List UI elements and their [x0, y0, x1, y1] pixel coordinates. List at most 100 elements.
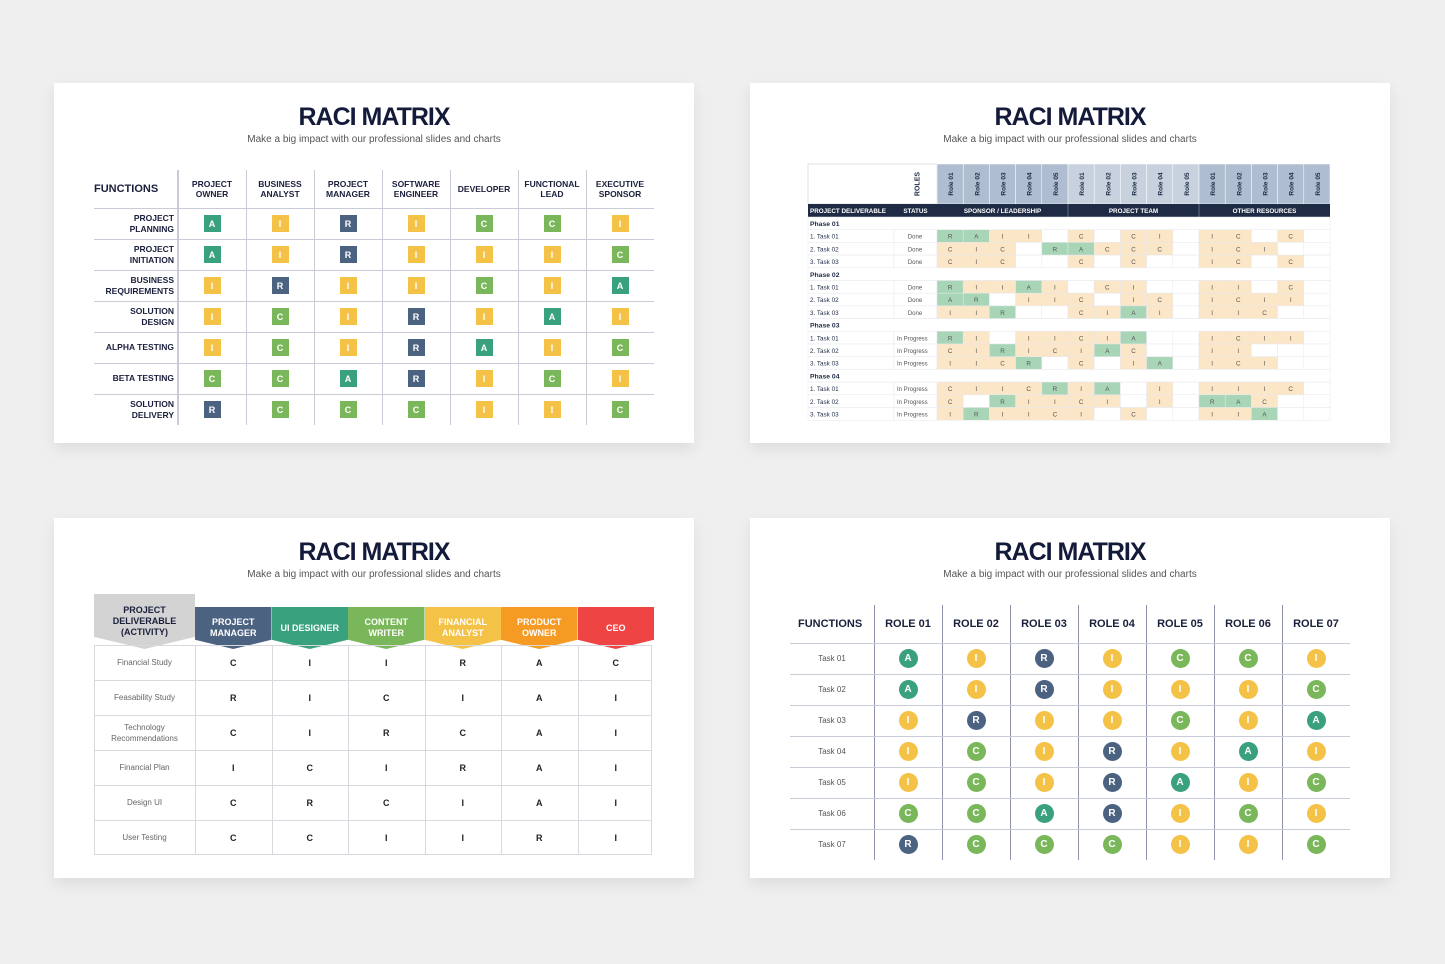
function-name: PROJECT INITIATION [129, 243, 174, 265]
raci-value: A [1236, 399, 1241, 406]
raci-value: C [1157, 246, 1162, 253]
raci-value: C [1236, 297, 1241, 304]
slide-raci-deliverable-matrix[interactable]: RACI MATRIX Make a big impact with our p… [54, 518, 694, 878]
raci-cell [1041, 254, 1069, 269]
task-name: 3. Task 03 [810, 412, 839, 419]
raci-square: I [203, 339, 221, 356]
raci-square: I [203, 277, 221, 294]
raci-cell [1251, 343, 1278, 357]
raci-value: I [1211, 285, 1213, 292]
raci-cell [1172, 280, 1200, 294]
phase-name: Phase 02 [810, 272, 840, 279]
raci-value: I [614, 692, 617, 703]
deliverable-name: User Testing [122, 833, 167, 842]
raci-circle: A [1170, 773, 1190, 792]
raci-cell [1251, 280, 1278, 294]
role-header-cell [1277, 163, 1305, 205]
raci-value: I [1002, 412, 1004, 419]
raci-value: C [306, 762, 314, 773]
raci-value: C [1236, 335, 1241, 342]
column-header: CEO [577, 607, 654, 649]
task-name: Task 06 [818, 809, 846, 818]
raci-circle: A [1238, 742, 1258, 761]
raci-cell [1277, 394, 1305, 408]
row-divider [94, 680, 652, 681]
slide-raci-square-matrix[interactable]: RACI MATRIX Make a big impact with our p… [54, 83, 694, 443]
raci-value: C [948, 259, 953, 266]
raci-value: I [1264, 297, 1266, 304]
raci-circle: C [1170, 711, 1190, 730]
raci-value: C [1079, 234, 1084, 241]
raci-square: C [475, 215, 493, 232]
raci-square: I [543, 339, 561, 356]
row-divider [94, 363, 654, 364]
raci-square: I [339, 308, 357, 325]
deliverable-name: Financial Plan [119, 763, 170, 772]
raci-square: C [611, 246, 629, 263]
raci-cell [1146, 343, 1174, 357]
raci-value: I [308, 657, 311, 668]
raci-square: I [543, 246, 561, 263]
raci-value: A [536, 762, 543, 773]
deliverable-name: Financial Study [117, 658, 172, 667]
raci-square: C [475, 277, 493, 294]
deliverable-name: Feasability Study [114, 693, 175, 702]
slide-raci-phase-matrix[interactable]: RACI MATRIX Make a big impact with our p… [750, 83, 1390, 443]
phase-row [807, 318, 1331, 332]
raci-value: C [1288, 259, 1293, 266]
column-header: ROLE 07 [1293, 618, 1339, 630]
raci-value: C [1236, 246, 1241, 253]
task-name: Task 04 [818, 747, 846, 756]
column-header: BUSINESS ANALYST [258, 179, 302, 199]
raci-cell [1277, 242, 1305, 256]
raci-circle: A [1034, 804, 1054, 823]
raci-square: C [611, 339, 629, 356]
status-value: In Progress [897, 349, 928, 355]
column-divider [195, 645, 196, 855]
raci-value: I [461, 832, 464, 843]
status-value: In Progress [897, 336, 928, 342]
raci-value: C [383, 692, 390, 703]
raci-square: R [203, 401, 221, 418]
column-header: ROLE 04 [1089, 618, 1135, 630]
raci-circle: I [1034, 742, 1054, 761]
raci-value: C [1105, 246, 1110, 253]
raci-value: I [308, 727, 311, 738]
raci-value: I [1133, 297, 1135, 304]
slide-subtitle: Make a big impact with our professional … [247, 134, 501, 145]
function-name: PROJECT PLANNING [129, 212, 174, 234]
slide-raci-circle-matrix[interactable]: RACI MATRIX Make a big impact with our p… [750, 518, 1390, 878]
task-name: 1. Task 01 [810, 285, 839, 292]
row-divider [94, 394, 654, 395]
raci-square: I [339, 339, 357, 356]
raci-value: C [1053, 412, 1058, 419]
raci-value: I [975, 348, 977, 355]
raci-value: I [1159, 399, 1161, 406]
col-status-label: STATUS [903, 208, 927, 215]
raci-value: I [1264, 335, 1266, 342]
row-divider [790, 705, 1350, 706]
raci-circle: R [1102, 804, 1122, 823]
raci-value: I [461, 692, 464, 703]
column-divider [450, 170, 451, 425]
raci-value: C [948, 386, 953, 393]
role-label: Role 05 [1184, 172, 1191, 196]
raci-square: C [339, 401, 357, 418]
status-value: Done [908, 235, 923, 241]
column-header: ROLE 05 [1157, 618, 1203, 630]
column-header: FUNCTIONAL LEAD [524, 179, 580, 199]
raci-cell [1303, 356, 1331, 370]
raci-square: C [271, 401, 289, 418]
function-name: SOLUTION DESIGN [130, 305, 174, 327]
raci-square: I [271, 215, 289, 232]
raci-square: R [407, 370, 425, 387]
column-divider [586, 170, 587, 425]
raci-value: R [948, 285, 953, 292]
phase-name: Phase 04 [810, 373, 840, 380]
role-label: Role 03 [1001, 172, 1008, 196]
raci-square: A [203, 246, 221, 263]
raci-circle: R [898, 835, 918, 854]
raci-value: C [230, 727, 237, 738]
raci-value: I [1028, 234, 1030, 241]
raci-square: C [611, 401, 629, 418]
